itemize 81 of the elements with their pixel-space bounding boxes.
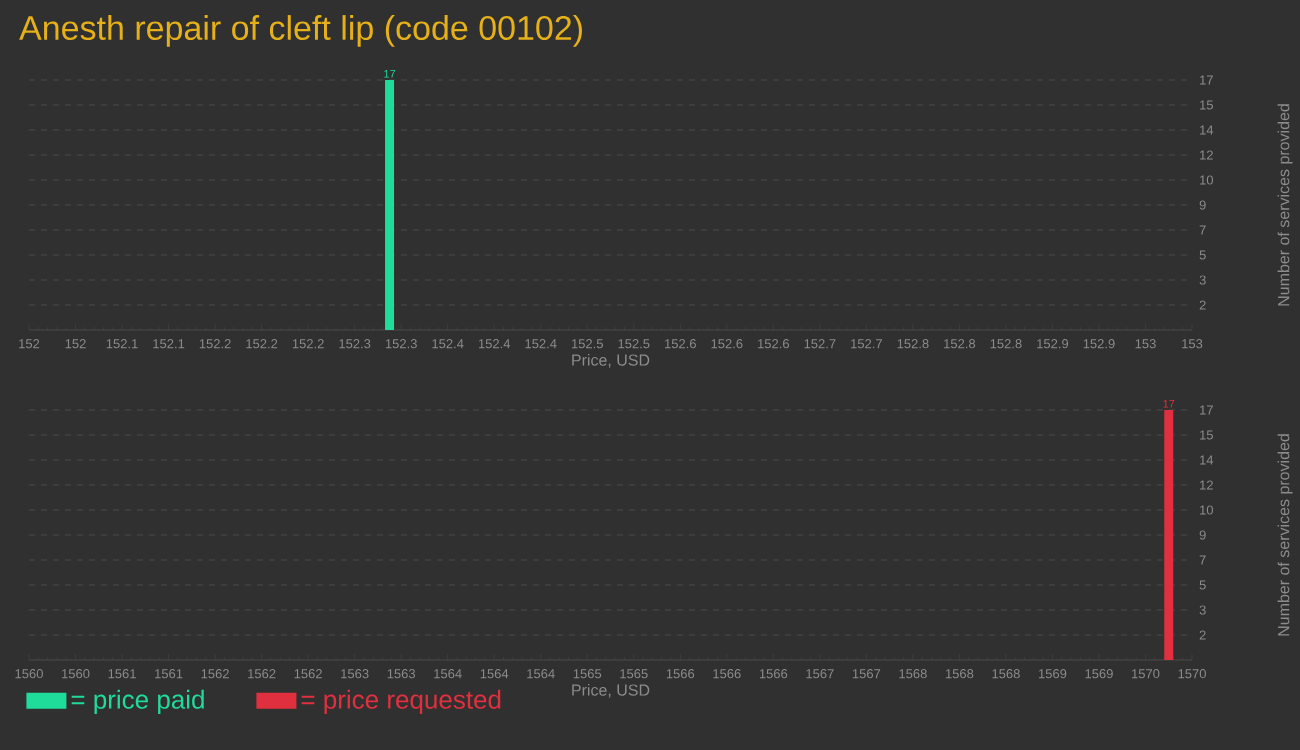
y-tick-label: 5 (1199, 580, 1206, 590)
x-tick-label: 152.4 (478, 339, 511, 349)
y-tick-label: 9 (1199, 200, 1206, 210)
x-tick-label: 1565 (573, 669, 602, 679)
x-tick-label: 152.7 (804, 339, 836, 349)
x-tick-label: 1562 (248, 669, 276, 679)
legend-label: = price paid (71, 689, 204, 714)
y-tick-label: 2 (1199, 630, 1206, 640)
x-tick-label: 1562 (201, 669, 229, 679)
x-tick-label: 1561 (108, 669, 136, 679)
x-tick-label: 152 (19, 339, 40, 349)
y-tick-label: 15 (1200, 430, 1213, 440)
x-tick-label: 1562 (294, 669, 322, 679)
x-tick-label: 152.6 (665, 339, 696, 349)
y-tick-label: 14 (1200, 455, 1214, 465)
x-tick-label: 152.4 (432, 339, 464, 349)
data-label: 17 (384, 70, 396, 78)
y-tick-label: 15 (1200, 100, 1213, 110)
x-axis-title: Price, USD (572, 353, 650, 368)
x-tick-label: 1564 (480, 669, 509, 679)
y-tick-label: 10 (1200, 175, 1214, 185)
x-tick-label: 153 (1135, 339, 1156, 349)
x-tick-label: 152.2 (199, 339, 231, 349)
x-tick-label: 152.8 (990, 339, 1022, 349)
x-tick-label: 1567 (806, 669, 834, 679)
x-tick-label: 1560 (62, 669, 90, 679)
y-tick-label: 17 (1200, 75, 1213, 85)
x-tick-label: 152.8 (944, 339, 976, 349)
x-tick-label: 152.3 (385, 339, 417, 349)
x-tick-label: 1567 (852, 669, 881, 679)
x-tick-label: 152.2 (246, 339, 278, 349)
y-tick-label: 14 (1200, 125, 1214, 135)
x-tick-label: 1566 (666, 669, 695, 679)
x-tick-label: 1560 (15, 669, 43, 679)
x-tick-label: 1564 (527, 669, 555, 679)
x-tick-label: 1568 (899, 669, 927, 679)
x-tick-label: 152.8 (897, 339, 929, 349)
y-tick-label: 7 (1199, 225, 1206, 235)
x-tick-label: 1570 (1178, 669, 1206, 679)
x-tick-label: 152 (65, 339, 86, 349)
chart-title: Anesth repair of cleft lip (code 00102) (19, 15, 582, 47)
x-tick-label: 152.5 (618, 339, 650, 349)
y-axis-title: Number of services provided (1277, 104, 1293, 306)
y-tick-label: 12 (1200, 480, 1213, 490)
y-tick-label: 12 (1200, 150, 1213, 160)
y-tick-label: 2 (1199, 300, 1206, 310)
x-axis-title: Price, USD (572, 683, 650, 698)
y-tick-label: 17 (1200, 405, 1213, 415)
y-tick-label: 7 (1199, 555, 1206, 565)
y-tick-label: 3 (1199, 605, 1206, 615)
x-tick-label: 152.6 (758, 339, 790, 349)
x-tick-label: 1570 (1132, 669, 1160, 679)
x-tick-label: 1565 (620, 669, 648, 679)
x-tick-label: 1563 (387, 669, 416, 679)
x-tick-label: 1569 (1085, 669, 1113, 679)
x-tick-label: 1561 (155, 669, 183, 679)
x-tick-label: 152.5 (571, 339, 603, 349)
x-tick-label: 152.9 (1037, 339, 1069, 349)
y-tick-label: 3 (1199, 275, 1206, 285)
y-tick-label: 10 (1200, 505, 1214, 515)
x-tick-label: 1564 (434, 669, 462, 679)
x-tick-label: 152.1 (106, 339, 138, 349)
x-tick-label: 153 (1182, 339, 1203, 349)
x-tick-label: 1568 (992, 669, 1020, 679)
x-tick-label: 1566 (713, 669, 741, 679)
x-tick-label: 152.9 (1083, 339, 1115, 349)
x-tick-label: 1566 (759, 669, 788, 679)
legend-label: = price requested (301, 689, 501, 714)
x-tick-label: 1568 (945, 669, 974, 679)
x-tick-label: 152.7 (851, 339, 882, 349)
data-label: 17 (1163, 400, 1175, 408)
y-tick-label: 5 (1199, 250, 1206, 260)
x-tick-label: 152.6 (711, 339, 743, 349)
x-tick-label: 152.1 (153, 339, 185, 349)
x-tick-label: 152.2 (292, 339, 324, 349)
x-tick-label: 152.4 (525, 339, 557, 349)
x-tick-label: 152.3 (339, 339, 371, 349)
x-tick-label: 1563 (341, 669, 369, 679)
x-tick-label: 1569 (1038, 669, 1067, 679)
y-axis-title: Number of services provided (1277, 434, 1293, 636)
y-tick-label: 9 (1199, 530, 1206, 540)
